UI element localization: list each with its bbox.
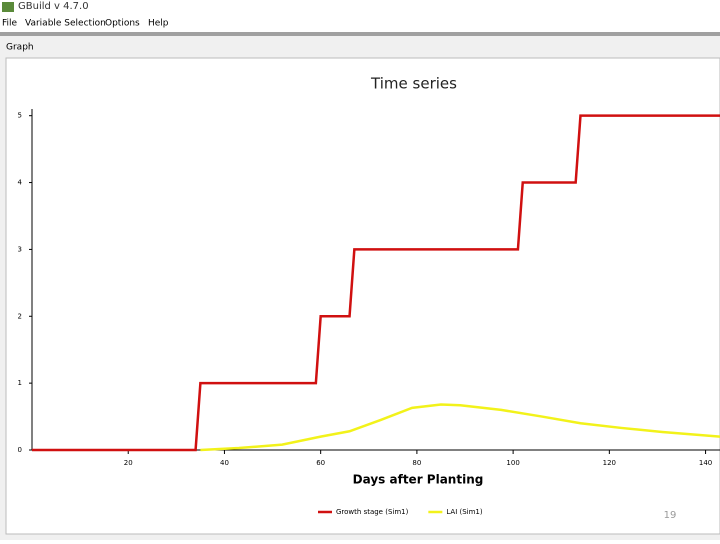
y-tick-label: 2 xyxy=(18,312,22,320)
x-tick-label: 120 xyxy=(603,459,616,467)
y-tick-label: 3 xyxy=(18,245,22,253)
y-tick-label: 4 xyxy=(18,179,23,187)
y-tick-label: 5 xyxy=(18,112,22,120)
separator xyxy=(0,32,720,36)
window-title: GBuild v 4.7.0 xyxy=(18,1,89,12)
x-tick-label: 40 xyxy=(220,459,229,467)
menu-item[interactable]: Help xyxy=(148,19,169,29)
y-tick-label: 0 xyxy=(18,446,22,454)
graph-area xyxy=(5,57,720,535)
menu-item[interactable]: Variable Selection xyxy=(25,19,106,29)
x-tick-label: 20 xyxy=(124,459,133,467)
x-tick-label: 100 xyxy=(506,459,519,467)
legend-label: Growth stage (Sim1) xyxy=(336,508,409,516)
chart-title: Time series xyxy=(370,75,457,93)
x-axis-label: Days after Planting xyxy=(353,473,484,487)
x-tick-label: 60 xyxy=(316,459,325,467)
x-tick-label: 140 xyxy=(699,459,712,467)
series-line xyxy=(32,114,720,452)
menu-item[interactable]: File xyxy=(2,19,18,29)
legend-label: LAI (Sim1) xyxy=(446,508,483,516)
page-number: 19 xyxy=(664,510,677,521)
series-line xyxy=(200,403,720,452)
title-bar xyxy=(0,0,720,14)
app-icon xyxy=(2,2,14,12)
panel-label: Graph xyxy=(6,43,34,53)
menu-bar xyxy=(0,14,720,32)
menu-item[interactable]: Options xyxy=(105,19,140,29)
y-tick-label: 1 xyxy=(18,379,22,387)
x-tick-label: 80 xyxy=(412,459,421,467)
